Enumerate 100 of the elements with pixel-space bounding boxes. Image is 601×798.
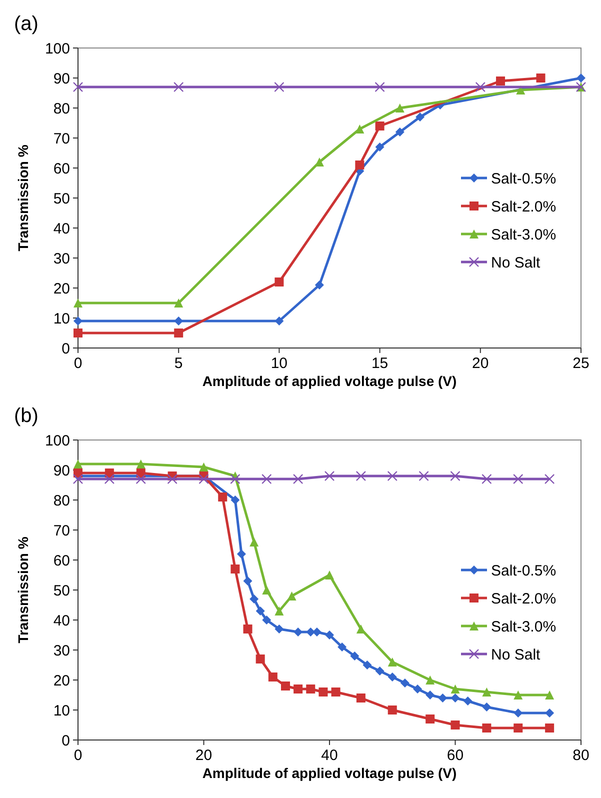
point — [230, 474, 240, 484]
point — [274, 278, 284, 286]
point — [324, 470, 335, 482]
point — [294, 684, 303, 694]
y-tick-label: 20 — [53, 672, 70, 690]
point — [74, 316, 82, 326]
point — [356, 470, 366, 482]
point — [236, 550, 246, 558]
point — [243, 624, 252, 634]
x-tick-label: 10 — [270, 355, 288, 372]
x-tick-label: 60 — [446, 747, 464, 764]
y-tick-label: 70 — [53, 522, 70, 540]
y-tick-label: 40 — [53, 220, 70, 238]
point — [482, 688, 492, 696]
y-tick-label: 30 — [53, 250, 70, 268]
x-tick-label: 40 — [321, 747, 338, 764]
point — [387, 470, 398, 482]
point — [136, 474, 146, 484]
point — [426, 714, 435, 724]
point — [230, 564, 240, 574]
point — [450, 720, 460, 730]
x-tick-label: 20 — [472, 355, 489, 372]
point — [355, 160, 364, 170]
point — [104, 474, 115, 484]
point — [413, 684, 422, 694]
point — [262, 586, 272, 594]
point — [256, 606, 265, 616]
point — [395, 128, 404, 136]
y-tick-label: 80 — [53, 100, 70, 118]
point — [325, 630, 334, 640]
point — [350, 652, 360, 660]
point — [274, 316, 284, 326]
point — [218, 492, 228, 502]
point — [450, 470, 460, 482]
point — [388, 672, 397, 682]
y-tick-label: 60 — [53, 552, 70, 570]
point — [463, 696, 472, 706]
point — [250, 538, 259, 546]
point — [355, 124, 364, 134]
point — [262, 474, 272, 484]
y-tick-label: 10 — [53, 310, 70, 328]
point — [450, 694, 460, 702]
y-tick-label: 40 — [53, 612, 70, 630]
point — [199, 462, 208, 472]
y-tick-label: 0 — [62, 340, 70, 358]
legend-label: Salt-0.5% — [491, 562, 556, 580]
point — [136, 460, 146, 468]
point — [388, 658, 397, 666]
y-tick-label: 70 — [53, 130, 70, 148]
point — [74, 460, 82, 468]
point — [167, 474, 178, 484]
y-tick-label: 10 — [53, 702, 70, 720]
point — [356, 624, 366, 634]
point — [375, 142, 384, 152]
point — [482, 724, 492, 732]
chart-title: (a) — [14, 13, 38, 35]
point — [375, 666, 384, 676]
point — [418, 470, 429, 482]
point — [475, 82, 486, 92]
point — [274, 606, 284, 616]
x-tick-label: 25 — [572, 355, 590, 372]
point — [514, 724, 523, 732]
point — [287, 592, 296, 600]
y-tick-label: 30 — [53, 642, 70, 660]
point — [482, 474, 492, 484]
legend-label: No Salt — [491, 646, 542, 664]
point — [268, 672, 278, 682]
y-tick-label: 50 — [53, 582, 70, 600]
legend-label: Salt-3.0% — [491, 226, 556, 244]
y-tick-label: 50 — [53, 190, 70, 208]
point — [292, 474, 304, 484]
point — [496, 76, 506, 86]
chart-title: (b) — [14, 405, 38, 427]
legend-label: Salt-3.0% — [491, 618, 556, 636]
point — [338, 642, 347, 652]
x-tick-label: 0 — [74, 747, 82, 764]
point — [400, 678, 410, 688]
point — [388, 706, 397, 714]
point — [513, 474, 524, 484]
point — [545, 708, 554, 718]
point — [314, 280, 324, 290]
point — [262, 616, 272, 624]
x-tick-label: 80 — [572, 747, 590, 764]
point — [450, 684, 460, 694]
point — [256, 654, 265, 664]
point — [395, 104, 404, 112]
y-tick-label: 90 — [53, 462, 70, 480]
point — [274, 82, 284, 92]
x-tick-label: 15 — [371, 355, 388, 372]
point — [438, 694, 448, 702]
point — [536, 74, 546, 82]
point — [375, 122, 384, 130]
y-tick-label: 20 — [53, 280, 70, 298]
point — [426, 690, 435, 700]
y-tick-label: 80 — [53, 492, 70, 510]
point — [74, 298, 82, 308]
y-tick-label: 90 — [53, 70, 70, 88]
point — [545, 724, 554, 732]
point — [374, 82, 385, 92]
point — [274, 624, 284, 634]
